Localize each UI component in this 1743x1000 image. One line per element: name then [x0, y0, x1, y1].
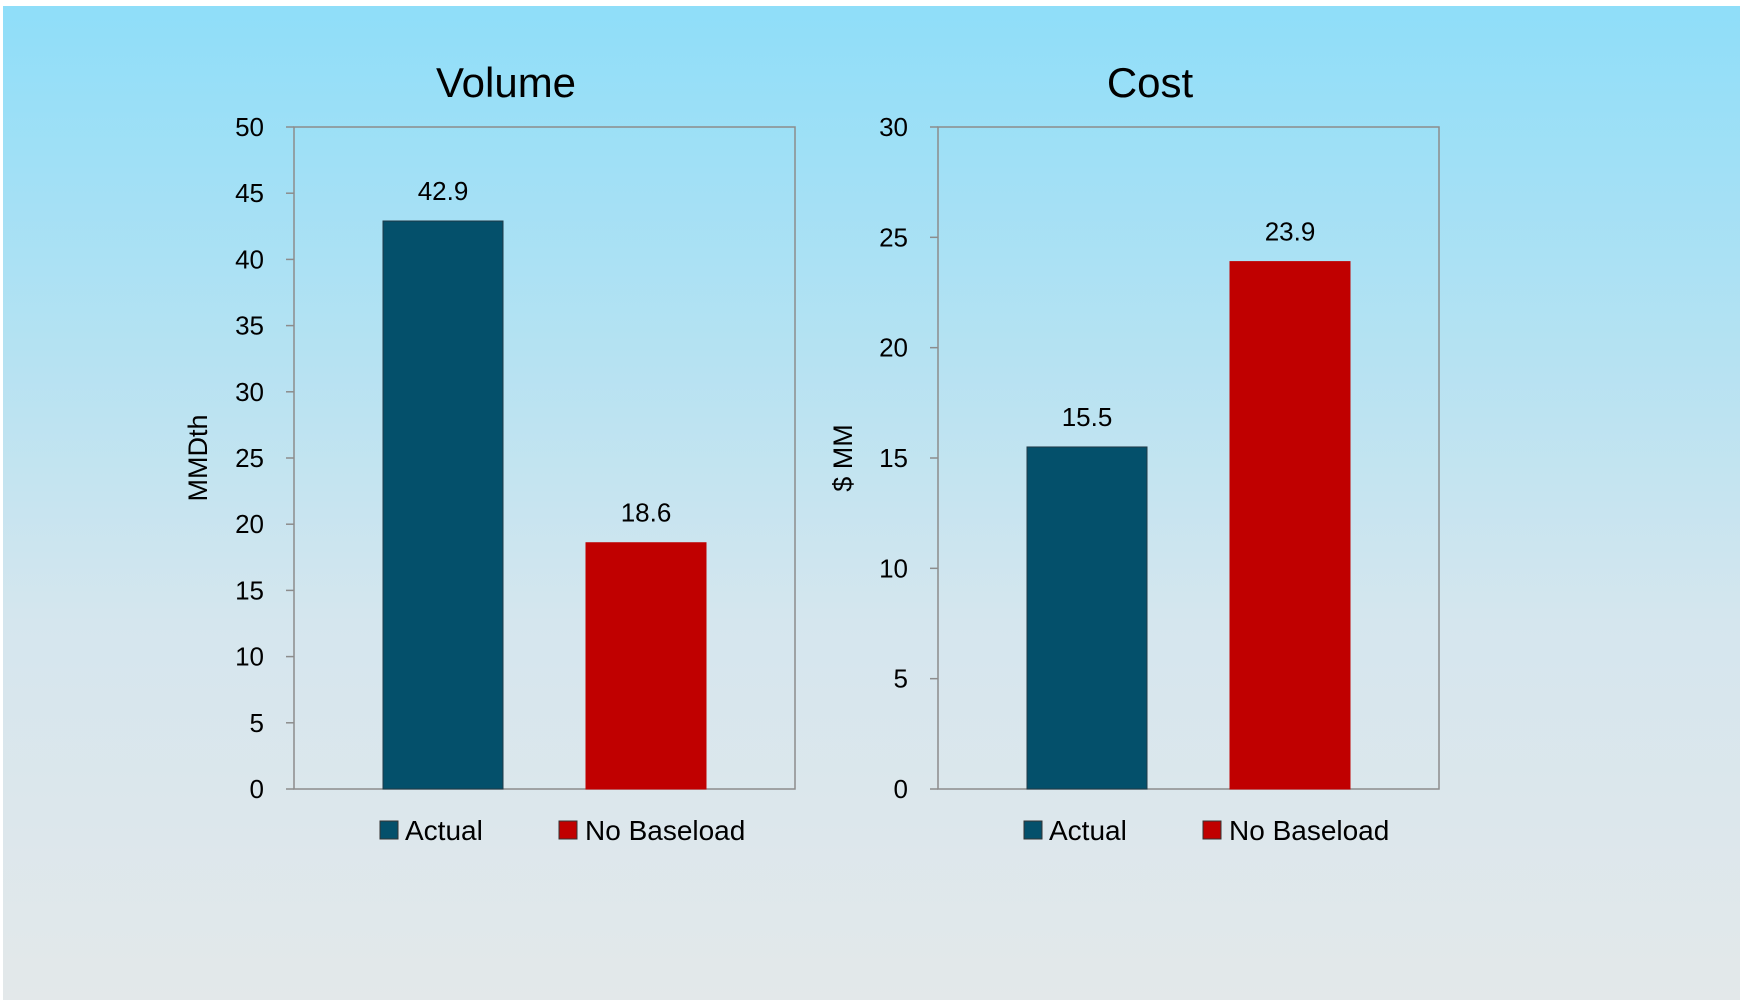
y-tick-label: 0 — [894, 774, 908, 804]
slide-background — [3, 6, 1740, 1000]
bar-no-baseload — [1229, 261, 1351, 790]
y-tick-label: 5 — [894, 664, 908, 694]
y-tick-label: 30 — [879, 112, 908, 142]
y-tick-label: 50 — [235, 112, 264, 142]
y-tick-label: 30 — [235, 377, 264, 407]
legend-label: Actual — [1049, 815, 1127, 846]
data-label: 42.9 — [418, 176, 469, 206]
y-tick-label: 35 — [235, 311, 264, 341]
bar-actual — [1026, 446, 1148, 790]
plot-area — [293, 126, 796, 790]
legend-swatch — [379, 820, 399, 840]
data-label: 18.6 — [621, 498, 672, 528]
data-label: 15.5 — [1062, 402, 1113, 432]
y-tick-label: 5 — [250, 708, 264, 738]
legend-swatch — [1023, 820, 1043, 840]
y-tick-label: 0 — [250, 774, 264, 804]
cost-chart: Cost $ MM 0 5 10 15 20 25 30 15.5 23.9 Actual No Bas… — [828, 59, 1440, 846]
legend-swatch — [558, 820, 578, 840]
y-tick-label: 20 — [879, 333, 908, 363]
volume-chart: Volume MMDth 0 5 10 15 20 25 30 35 40 45 50 42.9 18.6 A… — [183, 59, 796, 846]
y-tick-label: 45 — [235, 178, 264, 208]
y-tick-label: 40 — [235, 244, 264, 274]
y-tick-label: 15 — [879, 443, 908, 473]
y-tick-label: 25 — [235, 443, 264, 473]
plot-area — [937, 126, 1440, 790]
y-axis-label: $ MM — [828, 424, 858, 492]
y-tick-label: 20 — [235, 509, 264, 539]
y-tick-label: 15 — [235, 575, 264, 605]
chart-title: Volume — [436, 59, 576, 106]
chart-title: Cost — [1107, 59, 1194, 106]
legend-label: No Baseload — [1229, 815, 1389, 846]
y-tick-label: 10 — [879, 553, 908, 583]
legend-label: No Baseload — [585, 815, 745, 846]
y-tick-label: 10 — [235, 642, 264, 672]
bar-actual — [382, 220, 504, 790]
bar-no-baseload — [585, 542, 707, 790]
y-axis-label: MMDth — [183, 415, 213, 502]
legend-label: Actual — [405, 815, 483, 846]
y-tick-label: 25 — [879, 222, 908, 252]
data-label: 23.9 — [1265, 217, 1316, 247]
legend-swatch — [1202, 820, 1222, 840]
